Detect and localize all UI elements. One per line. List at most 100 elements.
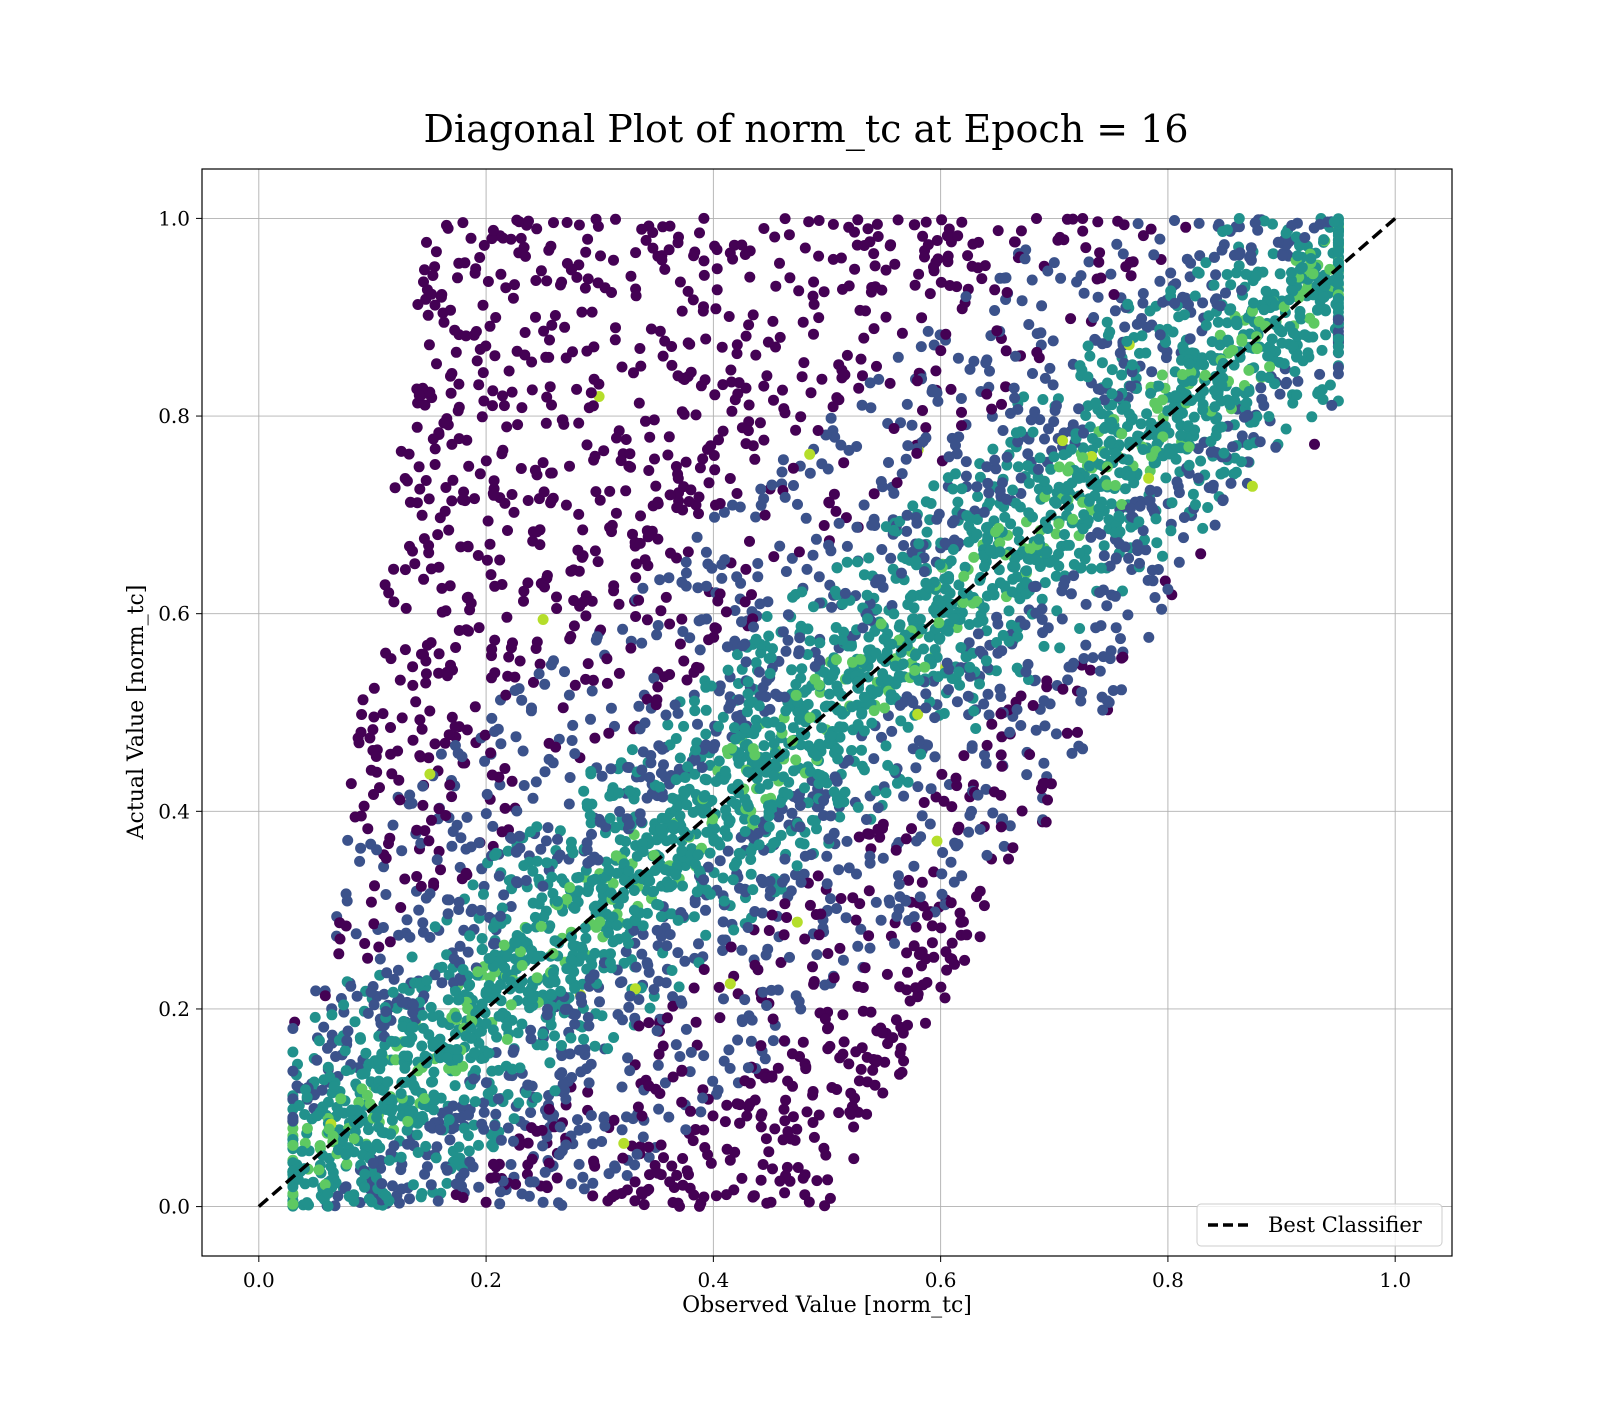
scatter-point [749, 906, 760, 917]
scatter-point [878, 853, 889, 864]
scatter-point [1093, 292, 1104, 303]
scatter-point [952, 824, 963, 835]
scatter-point [820, 1014, 831, 1025]
scatter-point [962, 250, 973, 261]
scatter-point [1231, 467, 1242, 478]
scatter-point [1231, 316, 1242, 327]
scatter-point [795, 411, 806, 422]
scatter-point [953, 666, 964, 677]
scatter-point [402, 1116, 413, 1127]
scatter-point [719, 825, 730, 836]
scatter-point [1190, 499, 1201, 510]
scatter-point [886, 726, 897, 737]
scatter-point [818, 1143, 829, 1154]
scatter-point [924, 632, 935, 643]
scatter-point [555, 280, 566, 291]
scatter-point [926, 498, 937, 509]
scatter-point [548, 655, 559, 666]
scatter-point [894, 670, 905, 681]
scatter-point [404, 1105, 415, 1116]
scatter-point [624, 785, 635, 796]
scatter-point [454, 625, 465, 636]
scatter-point [1065, 313, 1076, 324]
scatter-point [393, 775, 404, 786]
scatter-point [953, 353, 964, 364]
scatter-point [858, 1006, 869, 1017]
scatter-point [564, 633, 575, 644]
scatter-point [374, 1142, 385, 1153]
scatter-point [644, 432, 655, 443]
scatter-point [481, 1077, 492, 1088]
scatter-point [541, 418, 552, 429]
scatter-point [946, 801, 957, 812]
scatter-point [763, 631, 774, 642]
scatter-point [920, 688, 931, 699]
scatter-point [414, 461, 425, 472]
scatter-point [509, 279, 520, 290]
scatter-point [578, 1034, 589, 1045]
scatter-point [911, 448, 922, 459]
scatter-point [556, 1050, 567, 1061]
scatter-point [856, 354, 867, 365]
scatter-point [611, 508, 622, 519]
scatter-point [408, 1179, 419, 1190]
scatter-point [993, 225, 1004, 236]
scatter-point [1100, 448, 1111, 459]
scatter-point [649, 454, 660, 465]
scatter-point [741, 331, 752, 342]
scatter-point [1209, 280, 1220, 291]
scatter-point [530, 912, 541, 923]
scatter-point [459, 1123, 470, 1134]
scatter-point [726, 377, 737, 388]
scatter-point [634, 1021, 645, 1032]
scatter-point [310, 1012, 321, 1023]
scatter-point [384, 1155, 395, 1166]
scatter-point [346, 1105, 357, 1116]
scatter-point [860, 305, 871, 316]
scatter-point [639, 1199, 650, 1210]
scatter-point [502, 525, 513, 536]
scatter-point [658, 1152, 669, 1163]
scatter-point [544, 754, 555, 765]
scatter-point [758, 223, 769, 234]
scatter-point [480, 341, 491, 352]
scatter-point [798, 357, 809, 368]
scatter-point [385, 722, 396, 733]
scatter-point [612, 920, 623, 931]
scatter-point [450, 1080, 461, 1091]
scatter-point [718, 426, 729, 437]
scatter-point [516, 402, 527, 413]
scatter-point [709, 512, 720, 523]
scatter-point [596, 883, 607, 894]
scatter-point [768, 1014, 779, 1025]
scatter-point [1097, 692, 1108, 703]
scatter-point [464, 930, 475, 941]
scatter-point [1087, 433, 1098, 444]
scatter-point [414, 484, 425, 495]
scatter-point [576, 942, 587, 953]
scatter-point [560, 1004, 571, 1015]
scatter-point [822, 878, 833, 889]
scatter-point [698, 213, 709, 224]
scatter-point [537, 1125, 548, 1136]
scatter-point [777, 467, 788, 478]
scatter-point [1051, 400, 1062, 411]
scatter-point [882, 1038, 893, 1049]
scatter-point [1080, 242, 1091, 253]
scatter-point [737, 640, 748, 651]
scatter-point [1119, 219, 1130, 230]
scatter-point [822, 948, 833, 959]
scatter-point [394, 1198, 405, 1209]
scatter-point [587, 686, 598, 697]
scatter-point [787, 1081, 798, 1092]
scatter-point [441, 220, 452, 231]
scatter-point [1333, 277, 1344, 288]
scatter-point [1184, 358, 1195, 369]
scatter-point [885, 553, 896, 564]
scatter-point [919, 662, 930, 673]
scatter-point [947, 484, 958, 495]
scatter-point [407, 661, 418, 672]
scatter-point [1333, 362, 1344, 373]
scatter-point [788, 765, 799, 776]
scatter-point [1284, 294, 1295, 305]
